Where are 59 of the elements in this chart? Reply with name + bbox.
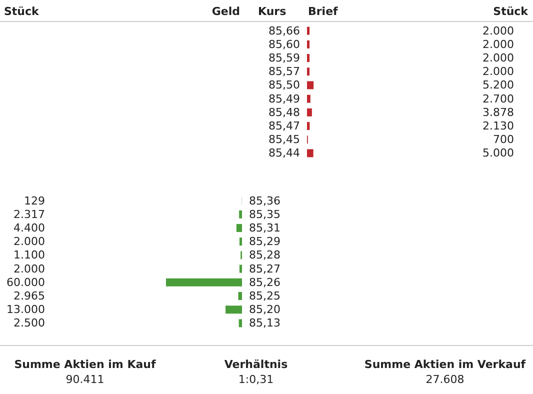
data-label: 2.965 <box>14 290 45 302</box>
y-tick-label: 85,31 <box>249 222 280 234</box>
data-label: 4.400 <box>14 222 45 234</box>
data-label: 129 <box>24 194 45 208</box>
data-label: 2.500 <box>14 316 45 330</box>
data-label: 13.000 <box>6 303 45 316</box>
data-label: 2.317 <box>14 208 45 221</box>
bar <box>238 319 242 328</box>
data-label: 2.130 <box>482 120 514 132</box>
text: Brief <box>308 5 338 18</box>
text: Summe Aktien im Verkauf <box>364 358 526 371</box>
data-label: 5.000 <box>482 146 514 160</box>
y-tick-label: 85,28 <box>249 248 280 262</box>
y-tick-label: 85,25 <box>249 290 280 302</box>
bar <box>226 306 242 314</box>
y-tick-label: 85,29 <box>249 235 280 248</box>
y-tick-label: 85,35 <box>249 208 280 221</box>
y-tick-label: 85,27 <box>249 262 280 276</box>
y-tick-label: 85,57 <box>268 65 300 78</box>
y-tick-label: 85,66 <box>268 24 300 38</box>
text: 1:0,31 <box>238 373 274 386</box>
data-label: 60.000 <box>6 276 45 289</box>
y-tick-label: 85,20 <box>249 303 280 316</box>
bar <box>238 292 242 300</box>
text: 27.608 <box>426 373 464 386</box>
data-label: 3.878 <box>482 106 514 119</box>
data-label: 2.000 <box>482 38 514 51</box>
bar <box>239 210 242 218</box>
data-label: 2.000 <box>482 65 514 78</box>
y-tick-label: 85,49 <box>268 92 300 106</box>
text: Kurs <box>258 5 286 18</box>
y-tick-label: 85,26 <box>249 276 280 289</box>
text: Geld <box>212 5 240 18</box>
data-label: 1.100 <box>14 248 45 262</box>
y-tick-label: 85,45 <box>268 133 300 146</box>
data-label: 2.000 <box>482 24 514 38</box>
text: Summe Aktien im Kauf <box>14 358 156 371</box>
bar <box>239 264 242 273</box>
text: Stück <box>493 5 528 18</box>
y-tick-label: 85,48 <box>268 106 300 119</box>
data-label: 5.200 <box>482 78 514 92</box>
y-tick-label: 85,59 <box>268 52 300 64</box>
y-tick-label: 85,60 <box>268 38 300 51</box>
data-label: 2.000 <box>14 235 45 248</box>
bar <box>166 278 242 286</box>
y-tick-label: 85,13 <box>249 316 280 330</box>
text: 90.411 <box>66 373 104 386</box>
y-tick-label: 85,47 <box>268 120 300 132</box>
data-label: 2.000 <box>482 52 514 64</box>
text: Verhältnis <box>224 358 288 371</box>
data-label: 2.700 <box>482 92 514 106</box>
data-label: 2.000 <box>14 262 45 276</box>
text: Stück <box>4 5 39 18</box>
y-tick-label: 85,36 <box>249 194 280 208</box>
bar <box>239 238 242 246</box>
bar <box>236 224 242 232</box>
y-tick-label: 85,50 <box>268 78 300 92</box>
y-tick-label: 85,44 <box>268 146 300 160</box>
data-label: 700 <box>493 133 514 146</box>
